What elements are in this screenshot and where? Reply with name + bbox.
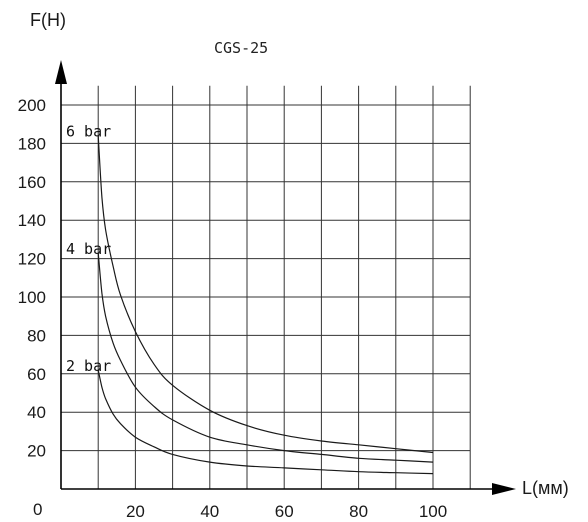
y-axis-title: F(H) bbox=[30, 10, 66, 30]
y-tick-label: 40 bbox=[27, 403, 46, 422]
series-line-4-bar bbox=[97, 252, 434, 463]
series-label-4-bar: 4 bar bbox=[66, 240, 111, 258]
y-tick-label: 80 bbox=[27, 326, 46, 345]
axes bbox=[55, 60, 516, 495]
series-curves bbox=[97, 135, 434, 475]
series-line-6-bar bbox=[97, 135, 434, 454]
origin-label: 0 bbox=[33, 500, 42, 519]
series-line-2-bar bbox=[97, 369, 434, 475]
x-tick-label: 40 bbox=[200, 502, 219, 521]
series-label-6-bar: 6 bar bbox=[66, 123, 111, 141]
tick-labels: 20 40 60 80 100 120 140 160 180 200 20 40 60 80 100 bbox=[18, 96, 448, 521]
y-tick-label: 60 bbox=[27, 365, 46, 384]
x-axis-arrow bbox=[492, 483, 516, 495]
y-axis-arrow bbox=[55, 60, 67, 84]
x-tick-label: 100 bbox=[419, 502, 447, 521]
x-tick-label: 80 bbox=[349, 502, 368, 521]
y-tick-label: 160 bbox=[18, 173, 46, 192]
y-tick-label: 200 bbox=[18, 96, 46, 115]
x-axis-title: L(мм) bbox=[522, 478, 569, 498]
y-tick-label: 20 bbox=[27, 442, 46, 461]
x-tick-label: 60 bbox=[275, 502, 294, 521]
y-tick-label: 180 bbox=[18, 134, 46, 153]
y-tick-label: 140 bbox=[18, 211, 46, 230]
x-tick-label: 20 bbox=[126, 502, 145, 521]
y-tick-label: 100 bbox=[18, 288, 46, 307]
series-labels: 6 bar 4 bar 2 bar bbox=[66, 123, 111, 375]
chart-title: CGS-25 bbox=[214, 39, 268, 57]
y-tick-label: 120 bbox=[18, 250, 46, 269]
series-label-2-bar: 2 bar bbox=[66, 357, 111, 375]
grid bbox=[61, 85, 471, 489]
